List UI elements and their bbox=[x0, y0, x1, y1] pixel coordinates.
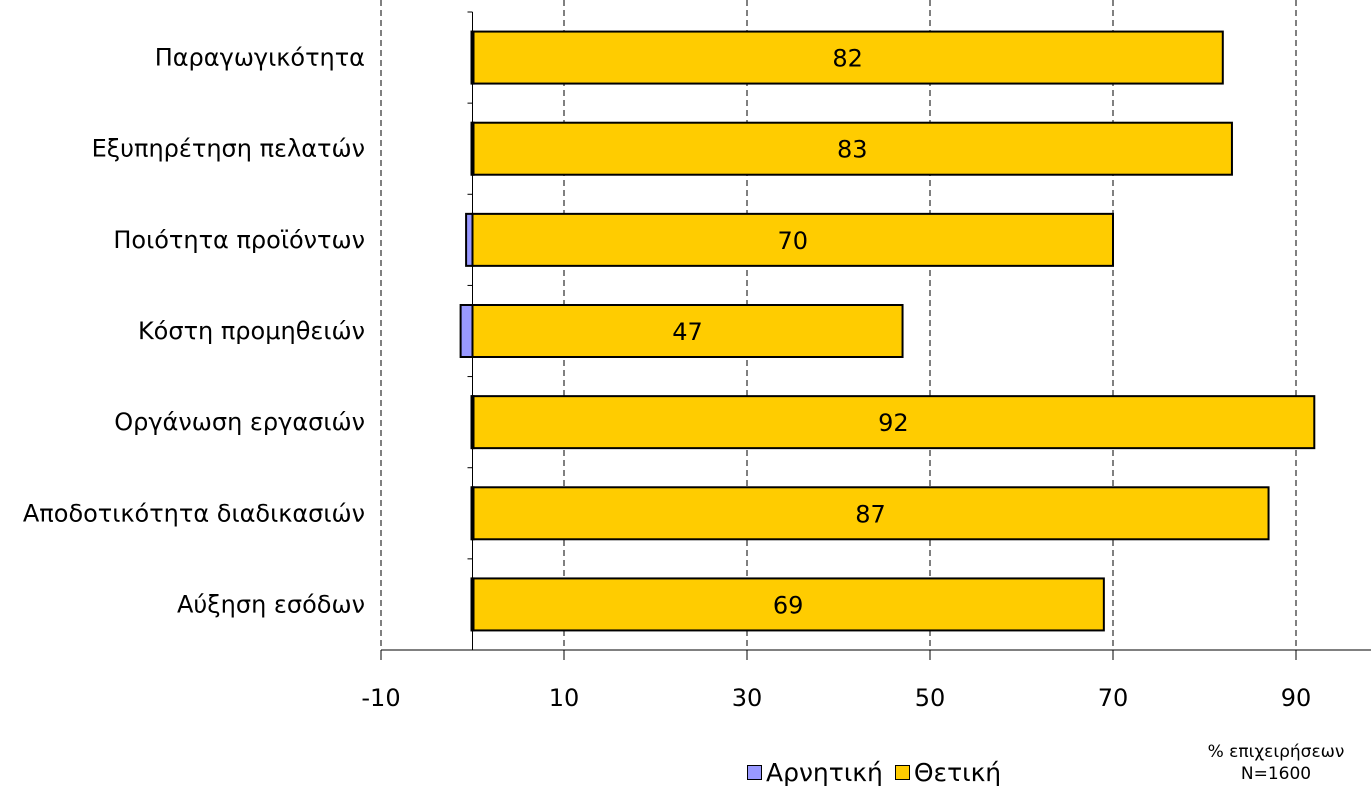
data-label-5: 87 bbox=[855, 500, 886, 528]
x-tick-label-4: 70 bbox=[1098, 684, 1129, 712]
bar-positive-4 bbox=[471, 395, 1316, 450]
note-sample-size: N=1600 bbox=[1240, 764, 1312, 784]
bar-negative-4 bbox=[470, 395, 475, 450]
bar-negative-2 bbox=[465, 212, 474, 267]
bar-positive-3 bbox=[471, 304, 904, 358]
x-tick-label-2: 30 bbox=[732, 684, 763, 712]
data-label-0: 82 bbox=[832, 45, 863, 73]
legend-item-negative: Αρνητική bbox=[747, 758, 883, 787]
bar-negative-3 bbox=[459, 304, 474, 358]
category-label-5: Αποδοτικότητα διαδικασιών bbox=[23, 499, 365, 527]
category-label-2: Ποιότητα προϊόντων bbox=[113, 226, 365, 254]
legend: Αρνητική Θετική bbox=[747, 758, 1013, 787]
legend-swatch-positive bbox=[894, 765, 910, 780]
bar-positive-2 bbox=[471, 212, 1114, 267]
x-tick-label-5: 90 bbox=[1281, 684, 1312, 712]
note-unit: % επιχειρήσεων bbox=[1207, 742, 1345, 762]
bar-negative-5 bbox=[470, 486, 475, 541]
x-tick-label-1: 10 bbox=[549, 684, 580, 712]
category-label-1: Εξυπηρέτηση πελατών bbox=[92, 135, 365, 163]
legend-swatch-negative bbox=[747, 765, 762, 780]
bar-negative-1 bbox=[470, 121, 475, 176]
category-label-6: Αύξηση εσόδων bbox=[177, 590, 365, 618]
bar-negative-0 bbox=[470, 30, 475, 85]
legend-label-negative: Αρνητική bbox=[766, 758, 883, 787]
data-label-3: 47 bbox=[672, 318, 703, 346]
labels: 82 Παραγωγικότητα 83 Εξυπηρέτηση πελατών 70 Π… bbox=[23, 44, 909, 620]
legend-label-positive: Θετική bbox=[913, 758, 1002, 787]
sample-note: % επιχειρήσεων N=1600 bbox=[1196, 741, 1356, 785]
x-tick-label-3: 50 bbox=[915, 684, 946, 712]
category-label-4: Οργάνωση εργασιών bbox=[114, 408, 365, 436]
bar-positive-5 bbox=[471, 486, 1270, 541]
bars bbox=[459, 30, 1316, 632]
bar-positive-6 bbox=[471, 577, 1105, 632]
data-label-6: 69 bbox=[773, 591, 804, 619]
category-label-0: Παραγωγικότητα bbox=[155, 44, 365, 72]
bar-negative-6 bbox=[470, 577, 475, 632]
data-label-1: 83 bbox=[837, 136, 868, 164]
data-label-2: 70 bbox=[777, 227, 808, 255]
legend-item-positive: Θετική bbox=[894, 758, 1002, 787]
data-label-4: 92 bbox=[878, 409, 909, 437]
x-tick-label-0: -10 bbox=[361, 684, 400, 712]
category-label-3: Κόστη προμηθειών bbox=[138, 317, 365, 345]
bar-positive-1 bbox=[471, 121, 1233, 176]
